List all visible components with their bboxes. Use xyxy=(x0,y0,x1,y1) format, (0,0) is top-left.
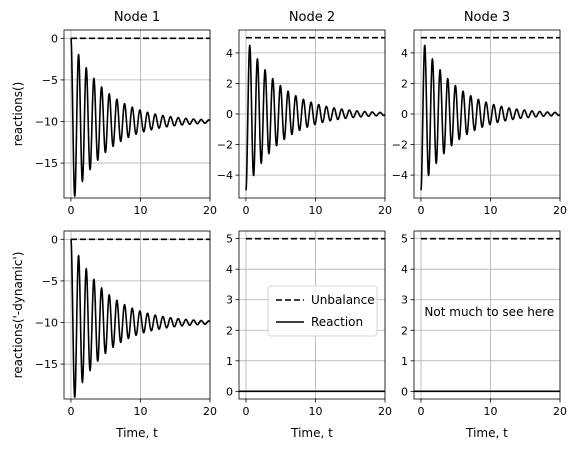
panel-title: Node 1 xyxy=(114,10,160,25)
plot-area xyxy=(245,36,385,191)
x-tick-label: 10 xyxy=(308,204,322,217)
y-tick-label: 2 xyxy=(226,77,233,90)
y-tick-label: 4 xyxy=(401,263,408,276)
x-tick-label: 20 xyxy=(553,204,567,217)
x-tick-label: 20 xyxy=(203,204,217,217)
y-tick-label: 0 xyxy=(401,108,408,121)
y-tick-label: 4 xyxy=(401,47,408,60)
x-tick-label: 0 xyxy=(67,405,74,418)
annotation-text: Not much to see here xyxy=(424,305,554,319)
plot-area xyxy=(420,36,560,191)
x-tick-label: 0 xyxy=(242,204,249,217)
series-reaction-line xyxy=(420,44,560,191)
x-tick-label: 20 xyxy=(203,405,217,418)
x-tick-label: 10 xyxy=(483,405,497,418)
y-tick-label: −5 xyxy=(42,74,58,87)
series-reaction-line xyxy=(245,44,385,191)
x-axis-label: Time, t xyxy=(465,426,508,440)
panel-title: Node 3 xyxy=(464,10,510,25)
y-tick-label: 1 xyxy=(226,355,233,368)
x-tick-label: 20 xyxy=(378,204,392,217)
legend-label-unbalance: Unbalance xyxy=(311,293,375,307)
y-tick-label: 0 xyxy=(226,108,233,121)
series-reaction-line xyxy=(70,38,210,198)
y-axis-label: reactions() xyxy=(11,82,25,147)
y-tick-label: −5 xyxy=(42,275,58,288)
y-tick-label: −2 xyxy=(392,139,408,152)
panel-1: 0 10 20 0 −5 −10 −15 Node 1 reactions() xyxy=(11,10,217,217)
panel-4: 0 10 20 0 −5 −10 −15 Time, t reactions('-dynamic… xyxy=(11,230,217,440)
panel-5: 0 10 20 0 1 2 3 4 5 Time, t Unbalance Reaction xyxy=(226,230,392,440)
axes-frame xyxy=(63,230,211,400)
x-axis-label: Time, t xyxy=(115,426,158,440)
y-tick-label: 4 xyxy=(226,263,233,276)
x-axis-label: Time, t xyxy=(290,426,333,440)
y-tick-label: −2 xyxy=(217,139,233,152)
x-tick-label: 0 xyxy=(67,204,74,217)
x-tick-label: 0 xyxy=(417,405,424,418)
y-tick-label: −15 xyxy=(35,157,58,170)
y-tick-label: 2 xyxy=(401,324,408,337)
x-tick-label: 10 xyxy=(308,405,322,418)
axes-frame xyxy=(238,230,386,400)
plot-area xyxy=(414,237,560,393)
plot-area xyxy=(70,238,210,399)
y-tick-label: −15 xyxy=(35,358,58,371)
y-tick-label: 0 xyxy=(51,32,58,45)
plot-area xyxy=(239,237,385,393)
y-tick-label: 3 xyxy=(226,294,233,307)
x-tick-label: 10 xyxy=(133,405,147,418)
y-tick-label: 3 xyxy=(401,294,408,307)
panel-6: 0 10 20 0 1 2 3 4 5 Time, t Not much to see here xyxy=(401,230,567,440)
legend-label-reaction: Reaction xyxy=(311,315,363,329)
y-tick-label: 0 xyxy=(401,385,408,398)
y-tick-label: −4 xyxy=(392,169,408,182)
y-tick-label: −4 xyxy=(217,169,233,182)
axes-frame xyxy=(413,230,561,400)
y-tick-label: 2 xyxy=(226,324,233,337)
y-tick-label: 5 xyxy=(401,233,408,246)
y-tick-label: 4 xyxy=(226,47,233,60)
x-tick-label: 10 xyxy=(483,204,497,217)
y-tick-label: 0 xyxy=(226,385,233,398)
y-tick-label: 5 xyxy=(226,233,233,246)
y-axis-label: reactions('-dynamic') xyxy=(11,252,25,379)
x-tick-label: 0 xyxy=(417,204,424,217)
y-tick-label: 1 xyxy=(401,355,408,368)
legend-box xyxy=(267,285,378,337)
x-tick-label: 10 xyxy=(133,204,147,217)
y-tick-label: 0 xyxy=(51,233,58,246)
legend: Unbalance Reaction xyxy=(267,285,378,337)
x-tick-label: 0 xyxy=(242,405,249,418)
plot-area xyxy=(70,37,210,198)
axes-frame xyxy=(63,29,211,199)
panel-title: Node 2 xyxy=(289,10,335,25)
y-tick-label: −10 xyxy=(35,316,58,329)
x-tick-label: 20 xyxy=(378,405,392,418)
y-tick-label: 2 xyxy=(401,77,408,90)
series-reaction-line xyxy=(70,239,210,399)
x-tick-label: 20 xyxy=(553,405,567,418)
y-tick-label: −10 xyxy=(35,115,58,128)
